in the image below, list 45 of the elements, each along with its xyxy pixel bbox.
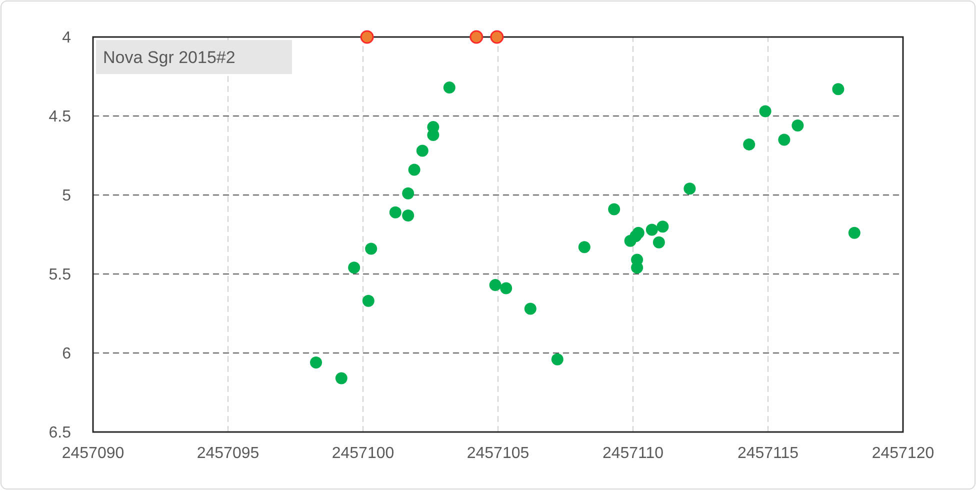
- point: [656, 220, 669, 233]
- point: [608, 203, 620, 216]
- x-tick-label: 2457110: [602, 445, 664, 462]
- point: [490, 30, 504, 44]
- point: [500, 282, 512, 294]
- point: [778, 134, 790, 146]
- point: [335, 372, 348, 384]
- x-tick-label: 2457115: [737, 445, 799, 462]
- point: [402, 210, 414, 222]
- point: [416, 144, 428, 157]
- x-tick-label: 2457090: [62, 445, 124, 462]
- y-tick-label: 4: [62, 30, 72, 47]
- point: [759, 105, 772, 118]
- y-tick-label: 6: [62, 346, 72, 363]
- point: [408, 164, 420, 176]
- x-tick-label: 2457095: [196, 445, 260, 462]
- point: [310, 356, 322, 368]
- point: [362, 294, 374, 307]
- point: [470, 30, 484, 44]
- point: [551, 353, 564, 366]
- point: [389, 206, 402, 218]
- point: [646, 224, 658, 236]
- point: [348, 262, 360, 274]
- x-tick-label: 2457120: [872, 445, 934, 462]
- point: [524, 302, 536, 315]
- point: [489, 279, 502, 292]
- y-tick-label: 4.5: [48, 108, 72, 126]
- point: [443, 82, 456, 94]
- point: [743, 138, 756, 150]
- point: [792, 119, 804, 132]
- point: [402, 187, 414, 200]
- point: [578, 241, 590, 254]
- point: [848, 226, 860, 239]
- point: [360, 30, 374, 44]
- point: [832, 83, 844, 96]
- point: [365, 242, 378, 255]
- point: [652, 236, 665, 248]
- point: [632, 226, 644, 239]
- y-tick-label: 5.5: [48, 266, 72, 284]
- y-tick-label: 6.5: [48, 424, 72, 442]
- x-tick-label: 2457105: [466, 445, 530, 462]
- point: [684, 182, 696, 195]
- x-tick-label: 2457100: [332, 445, 394, 462]
- text: Nova Sgr 2015#2: [103, 48, 236, 67]
- y-tick-label: 5: [62, 188, 72, 205]
